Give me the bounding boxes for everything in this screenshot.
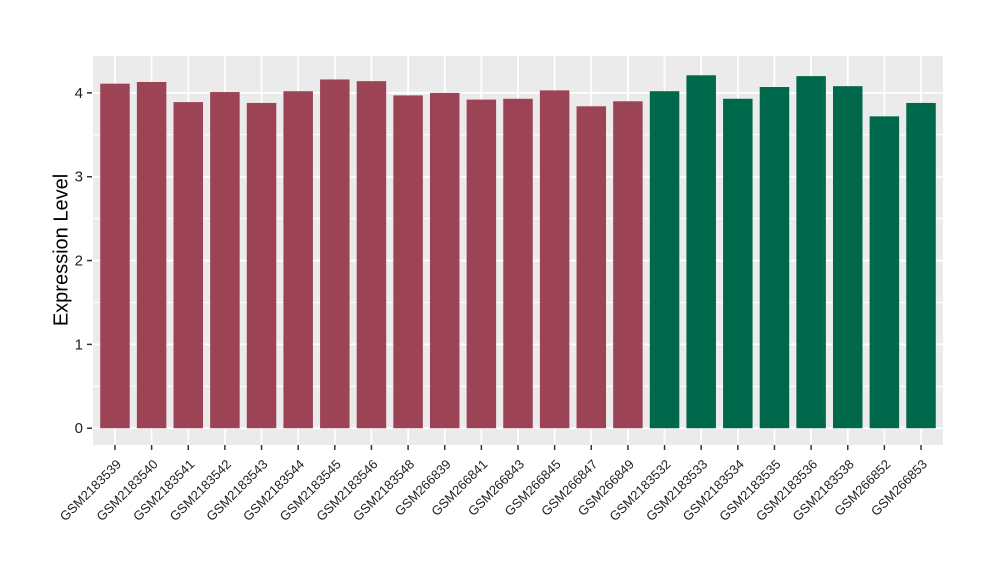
- bar-GSM266853: [906, 102, 936, 429]
- y-tick-label: 3: [75, 169, 83, 186]
- bar-GSM2183545: [320, 79, 350, 429]
- y-tick-label: 4: [75, 85, 83, 102]
- bar-GSM2183543: [246, 102, 277, 429]
- bar-GSM266845: [539, 90, 570, 429]
- bar-GSM2183532: [649, 91, 680, 429]
- bar-GSM266852: [869, 116, 900, 429]
- bar-GSM2183541: [173, 102, 204, 429]
- y-tick-label: 1: [75, 336, 83, 353]
- bar-GSM266839: [429, 92, 460, 429]
- bar-GSM2183540: [136, 81, 167, 429]
- bar-GSM266841: [466, 99, 497, 429]
- y-tick-label: 2: [75, 253, 83, 270]
- bar-GSM2183538: [832, 86, 863, 429]
- bar-GSM2183536: [796, 76, 826, 429]
- bar-GSM2183542: [210, 92, 240, 429]
- bar-GSM2183534: [723, 98, 753, 429]
- bar-GSM2183546: [356, 81, 387, 429]
- bar-GSM2183539: [100, 83, 130, 429]
- bar-GSM266849: [613, 101, 643, 429]
- y-axis-title: Expression Level: [50, 173, 73, 327]
- bar-GSM266847: [576, 106, 607, 429]
- bar-GSM266843: [503, 98, 533, 429]
- bar-GSM2183548: [393, 95, 423, 429]
- bar-GSM2183533: [686, 75, 716, 429]
- y-tick-label: 0: [75, 420, 83, 437]
- bar-GSM2183535: [759, 87, 790, 429]
- bar-GSM2183544: [283, 91, 313, 429]
